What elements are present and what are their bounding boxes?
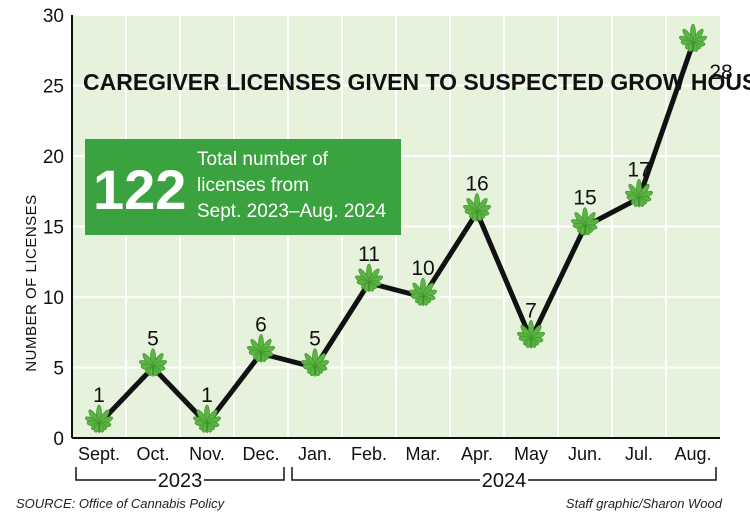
y-tick-label: 5 [53,359,64,380]
data-label: 11 [358,243,380,266]
y-tick-label: 10 [43,288,64,309]
year-label: 2024 [482,470,527,492]
x-tick-label: Oct. [136,444,169,464]
x-axis: Sept. Oct. Nov. Dec. Jan. Feb. Mar. Apr. May Jun.… [72,437,720,464]
data-label: 16 [465,172,488,195]
bracket-line [75,467,285,481]
x-tick-label: Dec. [242,444,279,464]
leaf-markers [85,23,707,433]
y-tick-label: 30 [43,6,64,27]
cannabis-leaf-icon [139,348,167,377]
cannabis-leaf-icon [463,193,491,222]
bracket-line [291,467,717,481]
cannabis-leaf-icon [679,23,707,53]
callout-background [85,139,401,235]
cannabis-leaf-icon [571,207,599,236]
cannabis-leaf-icon [301,348,329,377]
data-label: 1 [201,384,213,407]
y-axis: 0 5 10 15 20 25 30 [43,6,73,450]
cannabis-leaf-icon [625,179,653,208]
data-label: 10 [411,257,434,280]
x-tick-label: Nov. [189,444,225,464]
cannabis-leaf-icon [409,277,437,306]
year-bracket: 2023 [75,467,285,492]
y-tick-label: 25 [43,77,64,98]
source-note: SOURCE: Office of Cannabis Policy [16,496,226,511]
cannabis-leaf-icon [247,334,275,363]
callout-line-2: licenses from [197,175,309,196]
cannabis-leaf-icon [355,263,383,292]
x-tick-label: May [514,444,548,464]
chart-title: CAREGIVER LICENSES GIVEN TO SUSPECTED GR… [83,69,750,95]
x-tick-label: Mar. [405,444,440,464]
year-brackets: 2023 2024 [75,467,717,492]
x-tick-label: Jun. [568,444,602,464]
y-tick-label: 20 [43,147,64,168]
data-label: 6 [255,313,267,336]
cannabis-leaf-icon [193,404,221,433]
x-tick-label: Jan. [298,444,332,464]
data-label: 15 [573,187,596,210]
data-label: 1 [93,384,105,407]
graphic-credit: Staff graphic/Sharon Wood [566,496,723,511]
callout-number: 122 [93,158,186,221]
y-axis-label: NUMBER OF LICENSES [23,194,40,371]
x-tick-label: Sept. [78,444,120,464]
data-label: 7 [525,299,537,322]
data-label: 5 [309,328,321,351]
x-tick-label: Apr. [461,444,493,464]
y-tick-label: 15 [43,218,64,239]
callout-line-3: Sept. 2023–Aug. 2024 [197,201,387,222]
year-bracket: 2024 [291,467,717,492]
year-label: 2023 [158,470,203,492]
data-label: 17 [627,158,650,181]
cannabis-leaf-icon [85,404,113,433]
x-tick-label: Jul. [625,444,653,464]
x-tick-label: Aug. [674,444,711,464]
x-tick-label: Feb. [351,444,387,464]
data-label: 5 [147,328,159,351]
callout-line-1: Total number of [197,149,329,170]
y-tick-label: 0 [53,429,64,450]
cannabis-leaf-icon [517,319,545,349]
callout-box: 122 Total number of licenses from Sept. … [85,139,401,235]
data-label: 28 [709,61,732,84]
